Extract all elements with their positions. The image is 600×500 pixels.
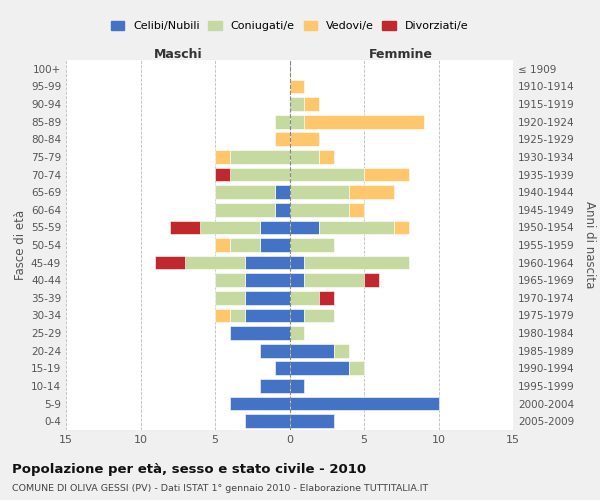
Bar — [245, 414, 290, 428]
Bar — [290, 150, 319, 164]
Bar — [304, 115, 424, 128]
Bar — [230, 396, 290, 410]
Bar — [260, 379, 290, 393]
Bar — [215, 186, 275, 199]
Legend: Celibi/Nubili, Coniugati/e, Vedovi/e, Divorziati/e: Celibi/Nubili, Coniugati/e, Vedovi/e, Di… — [107, 18, 472, 34]
Bar — [275, 362, 290, 375]
Bar — [290, 274, 304, 287]
Bar — [215, 291, 245, 304]
Bar — [215, 150, 230, 164]
Text: COMUNE DI OLIVA GESSI (PV) - Dati ISTAT 1° gennaio 2010 - Elaborazione TUTTITALI: COMUNE DI OLIVA GESSI (PV) - Dati ISTAT … — [12, 484, 428, 493]
Bar — [245, 308, 290, 322]
Bar — [245, 274, 290, 287]
Y-axis label: Fasce di età: Fasce di età — [14, 210, 27, 280]
Text: Maschi: Maschi — [154, 48, 202, 61]
Bar — [275, 132, 290, 146]
Bar — [290, 203, 349, 216]
Bar — [290, 220, 319, 234]
Bar — [290, 308, 304, 322]
Bar — [364, 274, 379, 287]
Bar — [215, 168, 230, 181]
Bar — [155, 256, 185, 270]
Bar — [260, 344, 290, 358]
Bar — [304, 97, 319, 111]
Bar — [290, 132, 319, 146]
Bar — [349, 186, 394, 199]
Bar — [334, 344, 349, 358]
Bar — [215, 308, 230, 322]
Bar — [319, 220, 394, 234]
Bar — [290, 80, 304, 94]
Bar — [290, 291, 319, 304]
Bar — [245, 291, 290, 304]
Y-axis label: Anni di nascita: Anni di nascita — [583, 202, 596, 288]
Bar — [185, 256, 245, 270]
Bar — [290, 362, 349, 375]
Bar — [170, 220, 200, 234]
Text: Femmine: Femmine — [369, 48, 433, 61]
Bar — [230, 326, 290, 340]
Bar — [290, 396, 439, 410]
Bar — [290, 115, 304, 128]
Bar — [304, 256, 409, 270]
Bar — [364, 168, 409, 181]
Bar — [290, 379, 304, 393]
Bar — [349, 203, 364, 216]
Bar — [215, 238, 230, 252]
Bar — [230, 150, 290, 164]
Bar — [290, 238, 334, 252]
Bar — [349, 362, 364, 375]
Bar — [319, 291, 334, 304]
Bar — [290, 97, 304, 111]
Bar — [275, 115, 290, 128]
Bar — [290, 326, 304, 340]
Bar — [319, 150, 334, 164]
Bar — [230, 238, 260, 252]
Bar — [290, 414, 334, 428]
Bar — [215, 203, 275, 216]
Text: Popolazione per età, sesso e stato civile - 2010: Popolazione per età, sesso e stato civil… — [12, 462, 366, 475]
Bar — [275, 186, 290, 199]
Bar — [290, 186, 349, 199]
Bar — [304, 308, 334, 322]
Bar — [215, 274, 245, 287]
Bar — [260, 220, 290, 234]
Bar — [230, 168, 290, 181]
Bar — [200, 220, 260, 234]
Bar — [290, 344, 334, 358]
Bar — [290, 168, 364, 181]
Bar — [230, 308, 245, 322]
Bar — [260, 238, 290, 252]
Bar — [245, 256, 290, 270]
Bar — [290, 256, 304, 270]
Bar — [394, 220, 409, 234]
Bar — [275, 203, 290, 216]
Bar — [304, 274, 364, 287]
